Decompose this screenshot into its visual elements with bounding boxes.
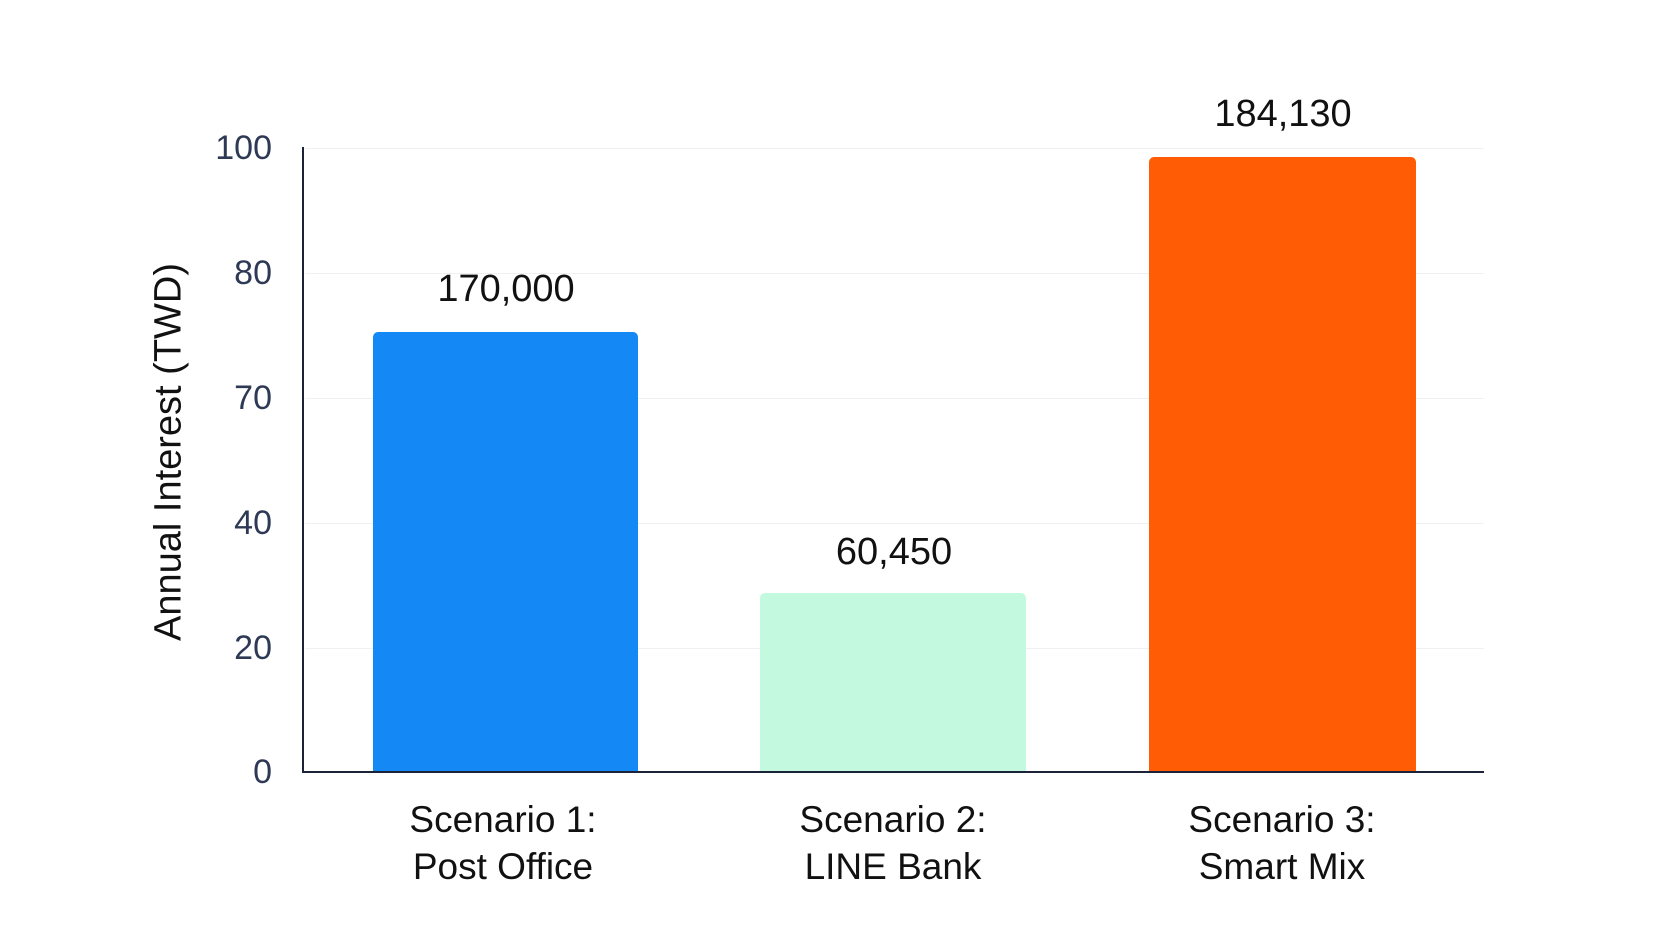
x-category-label: Scenario 2: LINE Bank [723, 796, 1063, 890]
gridline-40 [305, 523, 1484, 524]
bar-value-label: 60,450 [835, 531, 953, 573]
x-category-label: Scenario 3: Smart Mix [1112, 796, 1452, 890]
x-category-label: Scenario 1: Post Office [333, 796, 673, 890]
y-tick-label: 0 [253, 753, 272, 791]
bar-scenario-2 [760, 593, 1026, 772]
y-tick-label: 20 [234, 629, 272, 667]
bar-scenario-3 [1149, 157, 1416, 772]
y-tick-label: 80 [234, 254, 272, 292]
x-label-line1: Scenario 2: [799, 799, 987, 840]
x-axis-line [302, 771, 1484, 773]
x-label-line1: Scenario 1: [409, 799, 597, 840]
y-axis-line [302, 147, 304, 773]
x-label-line2: LINE Bank [804, 846, 982, 887]
x-label-line2: Post Office [412, 846, 594, 887]
gridline-70 [305, 398, 1484, 399]
bar-value-label: 184,130 [1214, 93, 1352, 135]
y-tick-label: 100 [215, 129, 272, 167]
x-label-line2: Smart Mix [1198, 846, 1366, 887]
bar-scenario-1 [373, 332, 638, 772]
y-tick-label: 40 [234, 504, 272, 542]
x-label-line1: Scenario 3: [1188, 799, 1376, 840]
gridline-80 [305, 273, 1484, 274]
bar-value-label: 170,000 [437, 268, 575, 310]
y-tick-label: 70 [234, 379, 272, 417]
gridline-100 [305, 148, 1484, 149]
y-axis-title: Annual Interest (TWD) [147, 263, 190, 641]
